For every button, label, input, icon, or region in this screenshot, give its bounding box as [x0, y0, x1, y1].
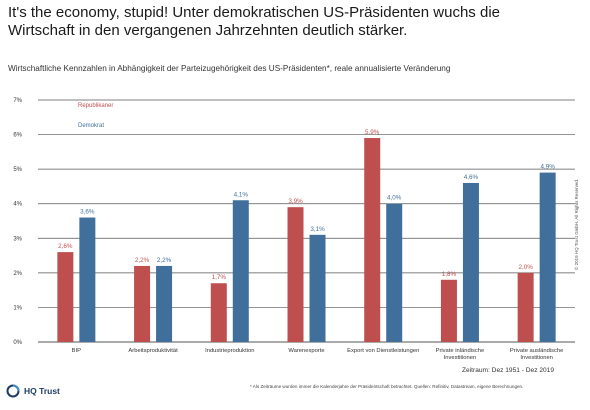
data-label: 3,6% [80, 209, 95, 216]
footnote: * Als Zeiträume wurden immer die Kalende… [250, 384, 524, 389]
headline: It's the economy, stupid! Unter demokrat… [8, 4, 500, 39]
y-tick-label: 7% [13, 98, 22, 104]
bar [517, 272, 534, 342]
category-label: BIP [72, 348, 81, 354]
data-label: 4,9% [540, 164, 555, 171]
data-label: 1,7% [212, 274, 227, 281]
bar [57, 252, 74, 342]
legend-entry: Demokrat [78, 123, 104, 129]
category-label: Private inländische Investitionen [436, 348, 485, 361]
bar [134, 265, 151, 342]
y-tick-label: 1% [13, 305, 22, 311]
bar [364, 138, 381, 342]
category-label: Arbeitsproduktivität [128, 348, 178, 354]
legend-entry: Republikaner [78, 103, 113, 109]
period-label: Zeitraum: Dez 1951 - Dez 2019 [462, 367, 554, 374]
category-label: Industrieproduktion [205, 348, 254, 354]
bar [309, 234, 326, 342]
y-tick-label: 6% [13, 133, 22, 139]
data-label: 3,1% [310, 226, 325, 233]
bar [539, 172, 556, 342]
data-label: 5,9% [365, 129, 380, 136]
category-label: Warenexporte [288, 348, 324, 354]
data-label: 1,8% [442, 271, 457, 278]
category-label: Export von Dienstleistungen [347, 348, 419, 354]
data-label: 4,6% [464, 174, 479, 181]
y-tick-label: 4% [13, 202, 22, 208]
y-tick-label: 5% [13, 167, 22, 173]
data-label: 3,9% [288, 198, 303, 205]
chart-subtitle: Wirtschaftliche Kennzahlen in Abhängigke… [8, 64, 451, 73]
hq-trust-logo: HQ Trust [6, 384, 60, 398]
bar [386, 203, 403, 342]
data-label: 4,1% [234, 191, 249, 198]
logo-text: HQ Trust [24, 386, 60, 396]
bar-chart: 0% 1% 2% 3% 4% 5% 6% 7% Republikaner Demokrat 2,6%… [13, 98, 575, 361]
bar [232, 200, 249, 342]
hq-trust-logo-icon [6, 384, 20, 398]
data-label: 2,2% [157, 257, 172, 264]
bar [440, 279, 457, 342]
bar [79, 217, 96, 342]
data-label: 4,0% [387, 195, 402, 202]
bar [462, 182, 479, 342]
bar [156, 265, 173, 342]
data-label: 2,2% [135, 257, 150, 264]
data-label: 2,0% [518, 264, 533, 271]
category-label: Private ausländische Investitionen [510, 348, 564, 361]
y-tick-label: 2% [13, 271, 22, 277]
data-label: 2,6% [58, 243, 73, 250]
copyright-notice: © 2019 HQ Trust GmbH. All Rights Reserve… [574, 178, 579, 270]
bar [287, 207, 304, 342]
bar [210, 283, 227, 342]
y-tick-label: 3% [13, 236, 22, 242]
y-tick-label: 0% [13, 340, 22, 346]
